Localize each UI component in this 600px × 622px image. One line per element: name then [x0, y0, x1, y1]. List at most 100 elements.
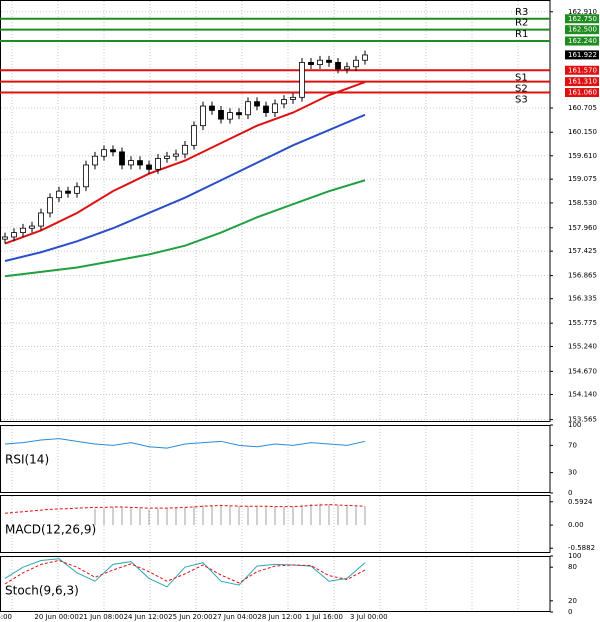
y-tick-label: 157.960 — [568, 224, 597, 232]
level-price-box — [565, 77, 599, 87]
y-tick-label: 156.865 — [568, 272, 597, 280]
level-name: R3 — [515, 7, 528, 18]
y-tick-label: 0.5924 — [568, 498, 593, 506]
level-name: S1 — [515, 72, 528, 83]
candle-body — [83, 164, 89, 188]
x-tick-label: Jun 16:00 — [0, 613, 12, 621]
y-tick-label: 155.775 — [568, 319, 597, 327]
level-price-box — [565, 65, 599, 75]
candle-body — [200, 105, 206, 127]
signal-line — [4, 504, 366, 514]
y-tick-label: 100 — [568, 421, 581, 429]
candle-body — [173, 153, 179, 157]
candle-body — [209, 105, 215, 111]
level-price-box — [565, 14, 599, 24]
y-tick-label: 154.670 — [568, 367, 597, 375]
candle-body — [317, 59, 323, 65]
level-price-box — [565, 25, 599, 35]
level-name: S3 — [515, 95, 528, 106]
candle-body — [227, 112, 233, 120]
candle-body — [11, 232, 17, 238]
y-tick-label: 0.00 — [568, 521, 584, 529]
candle-body — [101, 149, 107, 157]
candle-body — [335, 62, 341, 70]
level-price-box — [565, 36, 599, 46]
indicator-title: RSI(14) — [5, 453, 49, 467]
level-price-label: 161.310 — [568, 78, 597, 86]
candle-body — [65, 190, 71, 194]
candle-body — [254, 101, 260, 107]
candle-body — [326, 59, 332, 63]
level-name: R1 — [515, 29, 528, 40]
candle-body — [299, 62, 305, 98]
x-tick-label: 28 Jun 12:00 — [257, 613, 301, 621]
candle-body — [290, 96, 296, 100]
moving-average — [4, 113, 366, 262]
candle-body — [56, 190, 62, 199]
level-price-label: 162.240 — [568, 37, 597, 45]
candle-body — [236, 112, 242, 116]
y-tick-label: 156.335 — [568, 295, 597, 303]
y-tick-label: 80 — [568, 563, 577, 571]
indicator-title: MACD(12,26,9) — [5, 523, 96, 537]
candle-body — [47, 197, 53, 214]
level-price-label: 161.060 — [568, 89, 597, 97]
y-tick-label: 100 — [568, 552, 581, 560]
indicator-title: Stoch(9,6,3) — [5, 584, 79, 598]
x-tick-label: 24 Jun 12:00 — [124, 613, 168, 621]
y-tick-label: 160.705 — [568, 104, 597, 112]
y-tick-label: 158.530 — [568, 199, 597, 207]
x-tick-label: 25 Jun 20:00 — [168, 613, 212, 621]
panel-frame — [0, 556, 551, 612]
y-tick-label: 159.610 — [568, 152, 597, 160]
y-tick-label: 70 — [568, 441, 577, 449]
y-tick-label: 153.565 — [568, 416, 597, 424]
y-tick-label: 30 — [568, 469, 577, 477]
y-tick-label: 157.425 — [568, 247, 597, 255]
candle-body — [110, 149, 116, 153]
candle-body — [218, 110, 224, 120]
x-tick-label: 3 Jul 00:00 — [350, 613, 388, 621]
level-price-label: 162.750 — [568, 15, 597, 23]
last-price-label: 161.922 — [568, 51, 597, 59]
y-tick-label: 162.910 — [568, 8, 597, 16]
candle-body — [362, 54, 368, 61]
indicator-line — [4, 438, 366, 449]
level-price-box — [565, 88, 599, 98]
candle-body — [245, 101, 251, 116]
level-price-label: 161.570 — [568, 66, 597, 74]
candle-body — [2, 236, 8, 240]
y-tick-label: -0.5882 — [568, 544, 595, 552]
candle-body — [155, 158, 161, 170]
last-price-box — [565, 50, 599, 60]
y-tick-label: 0 — [568, 489, 572, 497]
candle-body — [38, 212, 44, 227]
candle-body — [20, 227, 26, 234]
level-price-label: 162.500 — [568, 26, 597, 34]
level-name: S2 — [515, 84, 528, 95]
candle-body — [164, 155, 170, 159]
y-tick-label: 154.140 — [568, 391, 597, 399]
candle-body — [263, 105, 269, 113]
candle-body — [146, 164, 152, 170]
level-name: R2 — [515, 18, 528, 29]
candle-body — [137, 160, 143, 166]
x-tick-label: 27 Jun 04:00 — [213, 613, 257, 621]
moving-average — [4, 179, 366, 278]
moving-average — [4, 81, 366, 245]
candle-body — [92, 155, 98, 166]
candle-body — [353, 59, 359, 68]
candle-body — [272, 103, 278, 113]
candle-body — [29, 225, 35, 229]
y-tick-label: 160.150 — [568, 128, 597, 136]
candle-body — [74, 186, 80, 194]
candle-body — [308, 62, 314, 65]
panel-frame — [0, 0, 551, 422]
candle-body — [191, 125, 197, 146]
candle-body — [344, 66, 350, 70]
y-tick-label: 0 — [568, 608, 572, 616]
candle-body — [119, 151, 125, 166]
candle-body — [128, 160, 134, 166]
